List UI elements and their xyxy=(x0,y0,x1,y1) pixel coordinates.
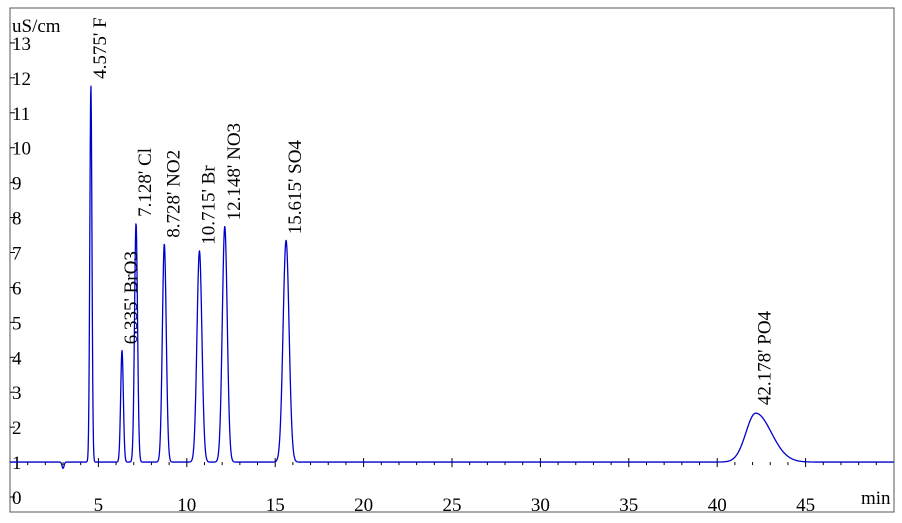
peak-label: 10.715' Br xyxy=(198,165,219,245)
y-tick-label: 7 xyxy=(12,244,22,265)
y-tick-label: 10 xyxy=(12,139,31,160)
y-tick-label: 1 xyxy=(12,453,22,474)
x-axis-unit-label: min xyxy=(861,488,891,509)
y-tick-label: 5 xyxy=(12,313,22,334)
y-tick-label: 12 xyxy=(12,69,31,90)
x-tick-label: 10 xyxy=(177,495,196,516)
y-axis-unit-label: uS/cm xyxy=(12,16,61,37)
x-tick-label: 40 xyxy=(708,495,727,516)
peak-label: 12.148' NO3 xyxy=(224,123,245,220)
y-tick-label: 4 xyxy=(12,348,22,369)
x-axis-ticks: 5 10 15 20 25 30 35 40 45 xyxy=(27,458,877,516)
x-tick-label: 25 xyxy=(443,495,462,516)
x-tick-label: 20 xyxy=(354,495,373,516)
y-tick-label: 2 xyxy=(12,418,22,439)
x-tick-label: 5 xyxy=(94,495,104,516)
peak-label: 42.178' PO4 xyxy=(755,310,776,405)
y-tick-label: 11 xyxy=(12,104,30,125)
peak-label: 8.728' NO2 xyxy=(163,150,184,238)
peak-labels: 4.575' F 6.335' BrO3 7.128' Cl 8.728' NO2 10… xyxy=(90,17,776,405)
y-tick-label: 8 xyxy=(12,209,22,230)
peak-label: 7.128' Cl xyxy=(135,148,156,217)
y-tick-label: 0 xyxy=(12,488,22,509)
x-tick-label: 45 xyxy=(796,495,815,516)
x-tick-label: 15 xyxy=(266,495,285,516)
peak-label: 6.335' BrO3 xyxy=(121,251,142,344)
y-tick-label: 3 xyxy=(12,383,22,404)
x-tick-label: 30 xyxy=(531,495,550,516)
chromatogram-trace xyxy=(9,85,894,470)
peak-label: 15.615' SO4 xyxy=(285,140,306,235)
x-tick-label: 35 xyxy=(619,495,638,516)
y-tick-label: 13 xyxy=(12,34,31,55)
y-tick-label: 6 xyxy=(12,278,22,299)
peak-label: 4.575' F xyxy=(90,17,111,79)
y-tick-label: 9 xyxy=(12,174,22,195)
plot-frame xyxy=(9,7,895,513)
